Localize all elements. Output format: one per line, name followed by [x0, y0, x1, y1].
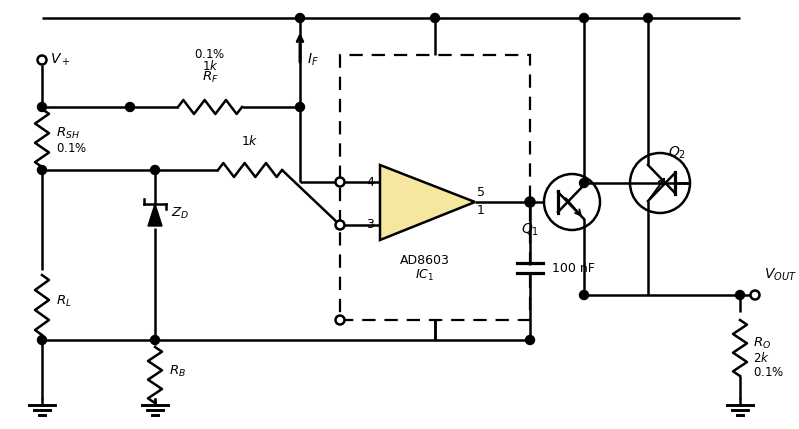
- Text: 1: 1: [477, 203, 485, 217]
- Text: $2k$: $2k$: [753, 351, 769, 365]
- Circle shape: [296, 13, 304, 22]
- Circle shape: [526, 197, 535, 206]
- Circle shape: [526, 335, 535, 344]
- Circle shape: [150, 335, 160, 344]
- Text: $1k$: $1k$: [201, 59, 218, 73]
- Circle shape: [579, 178, 589, 187]
- Circle shape: [750, 290, 760, 299]
- Text: AD8603: AD8603: [400, 254, 450, 266]
- Text: $I_F$: $I_F$: [307, 52, 319, 68]
- Circle shape: [579, 290, 589, 299]
- Circle shape: [336, 315, 344, 324]
- Circle shape: [431, 13, 439, 22]
- Text: $Q_1$: $Q_1$: [521, 222, 539, 238]
- Text: 5: 5: [477, 185, 485, 199]
- Circle shape: [336, 221, 344, 230]
- Text: $V_{OUT}$: $V_{OUT}$: [764, 266, 797, 283]
- Circle shape: [526, 197, 535, 206]
- Circle shape: [526, 197, 535, 206]
- Circle shape: [150, 166, 160, 175]
- Text: $R_L$: $R_L$: [56, 293, 72, 308]
- Circle shape: [579, 13, 589, 22]
- Text: $IC_1$: $IC_1$: [415, 267, 435, 283]
- Text: +: +: [390, 216, 405, 234]
- Text: −: −: [390, 173, 405, 191]
- Text: $0.1\%$: $0.1\%$: [56, 142, 87, 154]
- Circle shape: [38, 103, 46, 112]
- Text: 100 nF: 100 nF: [552, 262, 595, 275]
- Text: $R_O$: $R_O$: [753, 335, 771, 350]
- Polygon shape: [148, 204, 162, 226]
- Circle shape: [38, 55, 46, 64]
- Circle shape: [38, 166, 46, 175]
- Text: $R_F$: $R_F$: [201, 70, 218, 85]
- Circle shape: [336, 178, 344, 187]
- Circle shape: [736, 290, 745, 299]
- Text: $Z_D$: $Z_D$: [171, 205, 189, 221]
- Text: $0.1\%$: $0.1\%$: [194, 48, 225, 61]
- Text: $Q_2$: $Q_2$: [668, 145, 686, 161]
- Text: $R_{SH}$: $R_{SH}$: [56, 125, 80, 141]
- Text: $0.1\%$: $0.1\%$: [753, 366, 784, 378]
- Text: $1k$: $1k$: [241, 134, 259, 148]
- Text: $V_+$: $V_+$: [50, 52, 70, 68]
- Polygon shape: [380, 165, 475, 240]
- Circle shape: [38, 335, 46, 344]
- Text: 4: 4: [366, 175, 374, 188]
- Circle shape: [296, 103, 304, 112]
- Text: 2: 2: [385, 200, 393, 214]
- Circle shape: [125, 103, 134, 112]
- Circle shape: [643, 13, 653, 22]
- Text: 3: 3: [366, 218, 374, 232]
- Text: $R_B$: $R_B$: [169, 363, 186, 378]
